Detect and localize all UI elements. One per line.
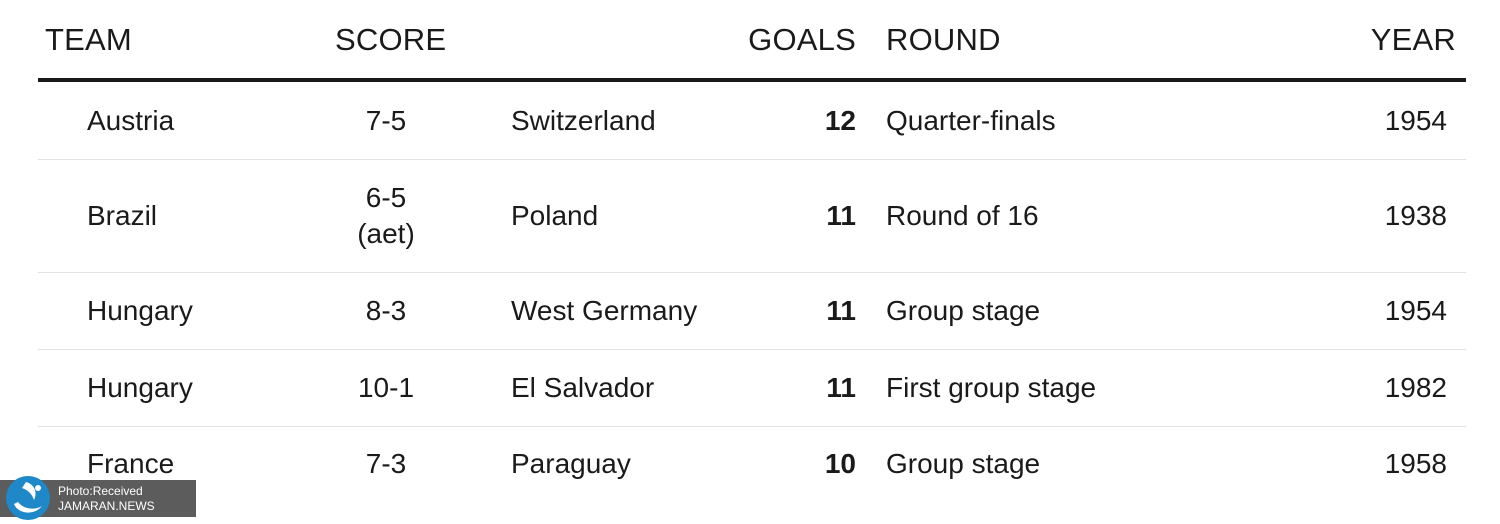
round-cell: Group stage	[886, 295, 1041, 326]
team-cell: France	[87, 448, 175, 479]
round-cell: Group stage	[886, 448, 1041, 479]
table-header: TEAM SCORE GOALS ROUND YEAR	[38, 0, 1466, 82]
round-cell: Quarter-finals	[886, 104, 1056, 136]
header-goals: GOALS	[748, 22, 856, 57]
table-row: Austria 7-5 Switzerland 12 Quarter-final…	[38, 82, 1466, 160]
opponent-cell: El Salvador	[511, 372, 655, 403]
jamaran-logo-icon	[6, 476, 50, 520]
header-round: ROUND	[886, 22, 1001, 57]
round-cell: Round of 16	[886, 200, 1039, 231]
opponent-cell: West Germany	[511, 295, 698, 326]
score-cell: 8-3	[365, 295, 407, 326]
table-row: Brazil 6-5 (aet) Poland 11 Round of 16 1…	[38, 160, 1466, 273]
year-cell: 1938	[1384, 200, 1447, 231]
year-cell: 1954	[1384, 295, 1447, 326]
header-score: SCORE	[335, 22, 447, 57]
score-cell: 7-5	[365, 104, 407, 136]
score-cell: 7-3	[365, 448, 407, 479]
year-cell: 1958	[1384, 448, 1447, 479]
goals-cell: 12	[824, 104, 856, 136]
watermark-line1: Photo:Received	[58, 484, 143, 498]
table-row: Hungary 10-1 El Salvador 11 First group …	[38, 350, 1466, 427]
goals-cell: 10	[824, 448, 856, 479]
watermark-line2: JAMARAN.NEWS	[58, 499, 155, 513]
goals-cell: 11	[826, 200, 856, 231]
results-table: TEAM SCORE GOALS ROUND YEAR Austria 7-5 …	[38, 0, 1466, 501]
table-row: France 7-3 Paraguay 10 Group stage 1958	[38, 427, 1466, 501]
opponent-cell: Switzerland	[511, 104, 656, 136]
table-row: Hungary 8-3 West Germany 11 Group stage …	[38, 273, 1466, 350]
score-cell: 6-5 (aet)	[357, 182, 415, 249]
year-cell: 1982	[1384, 372, 1447, 403]
opponent-cell: Poland	[511, 200, 599, 231]
team-cell: Hungary	[87, 372, 193, 403]
team-cell: Brazil	[87, 200, 158, 231]
watermark-text: Photo:Received JAMARAN.NEWS	[58, 484, 155, 514]
team-cell: Hungary	[87, 295, 193, 326]
year-cell: 1954	[1384, 104, 1447, 136]
photo-credit-watermark: Photo:Received JAMARAN.NEWS	[0, 476, 196, 520]
header-year: YEAR	[1370, 22, 1456, 57]
score-cell: 10-1	[357, 372, 415, 403]
team-cell: Austria	[87, 104, 175, 136]
goals-cell: 11	[826, 295, 856, 326]
header-team: TEAM	[45, 22, 132, 57]
goals-cell: 11	[826, 372, 856, 403]
opponent-cell: Paraguay	[511, 448, 631, 479]
round-cell: First group stage	[886, 372, 1097, 403]
